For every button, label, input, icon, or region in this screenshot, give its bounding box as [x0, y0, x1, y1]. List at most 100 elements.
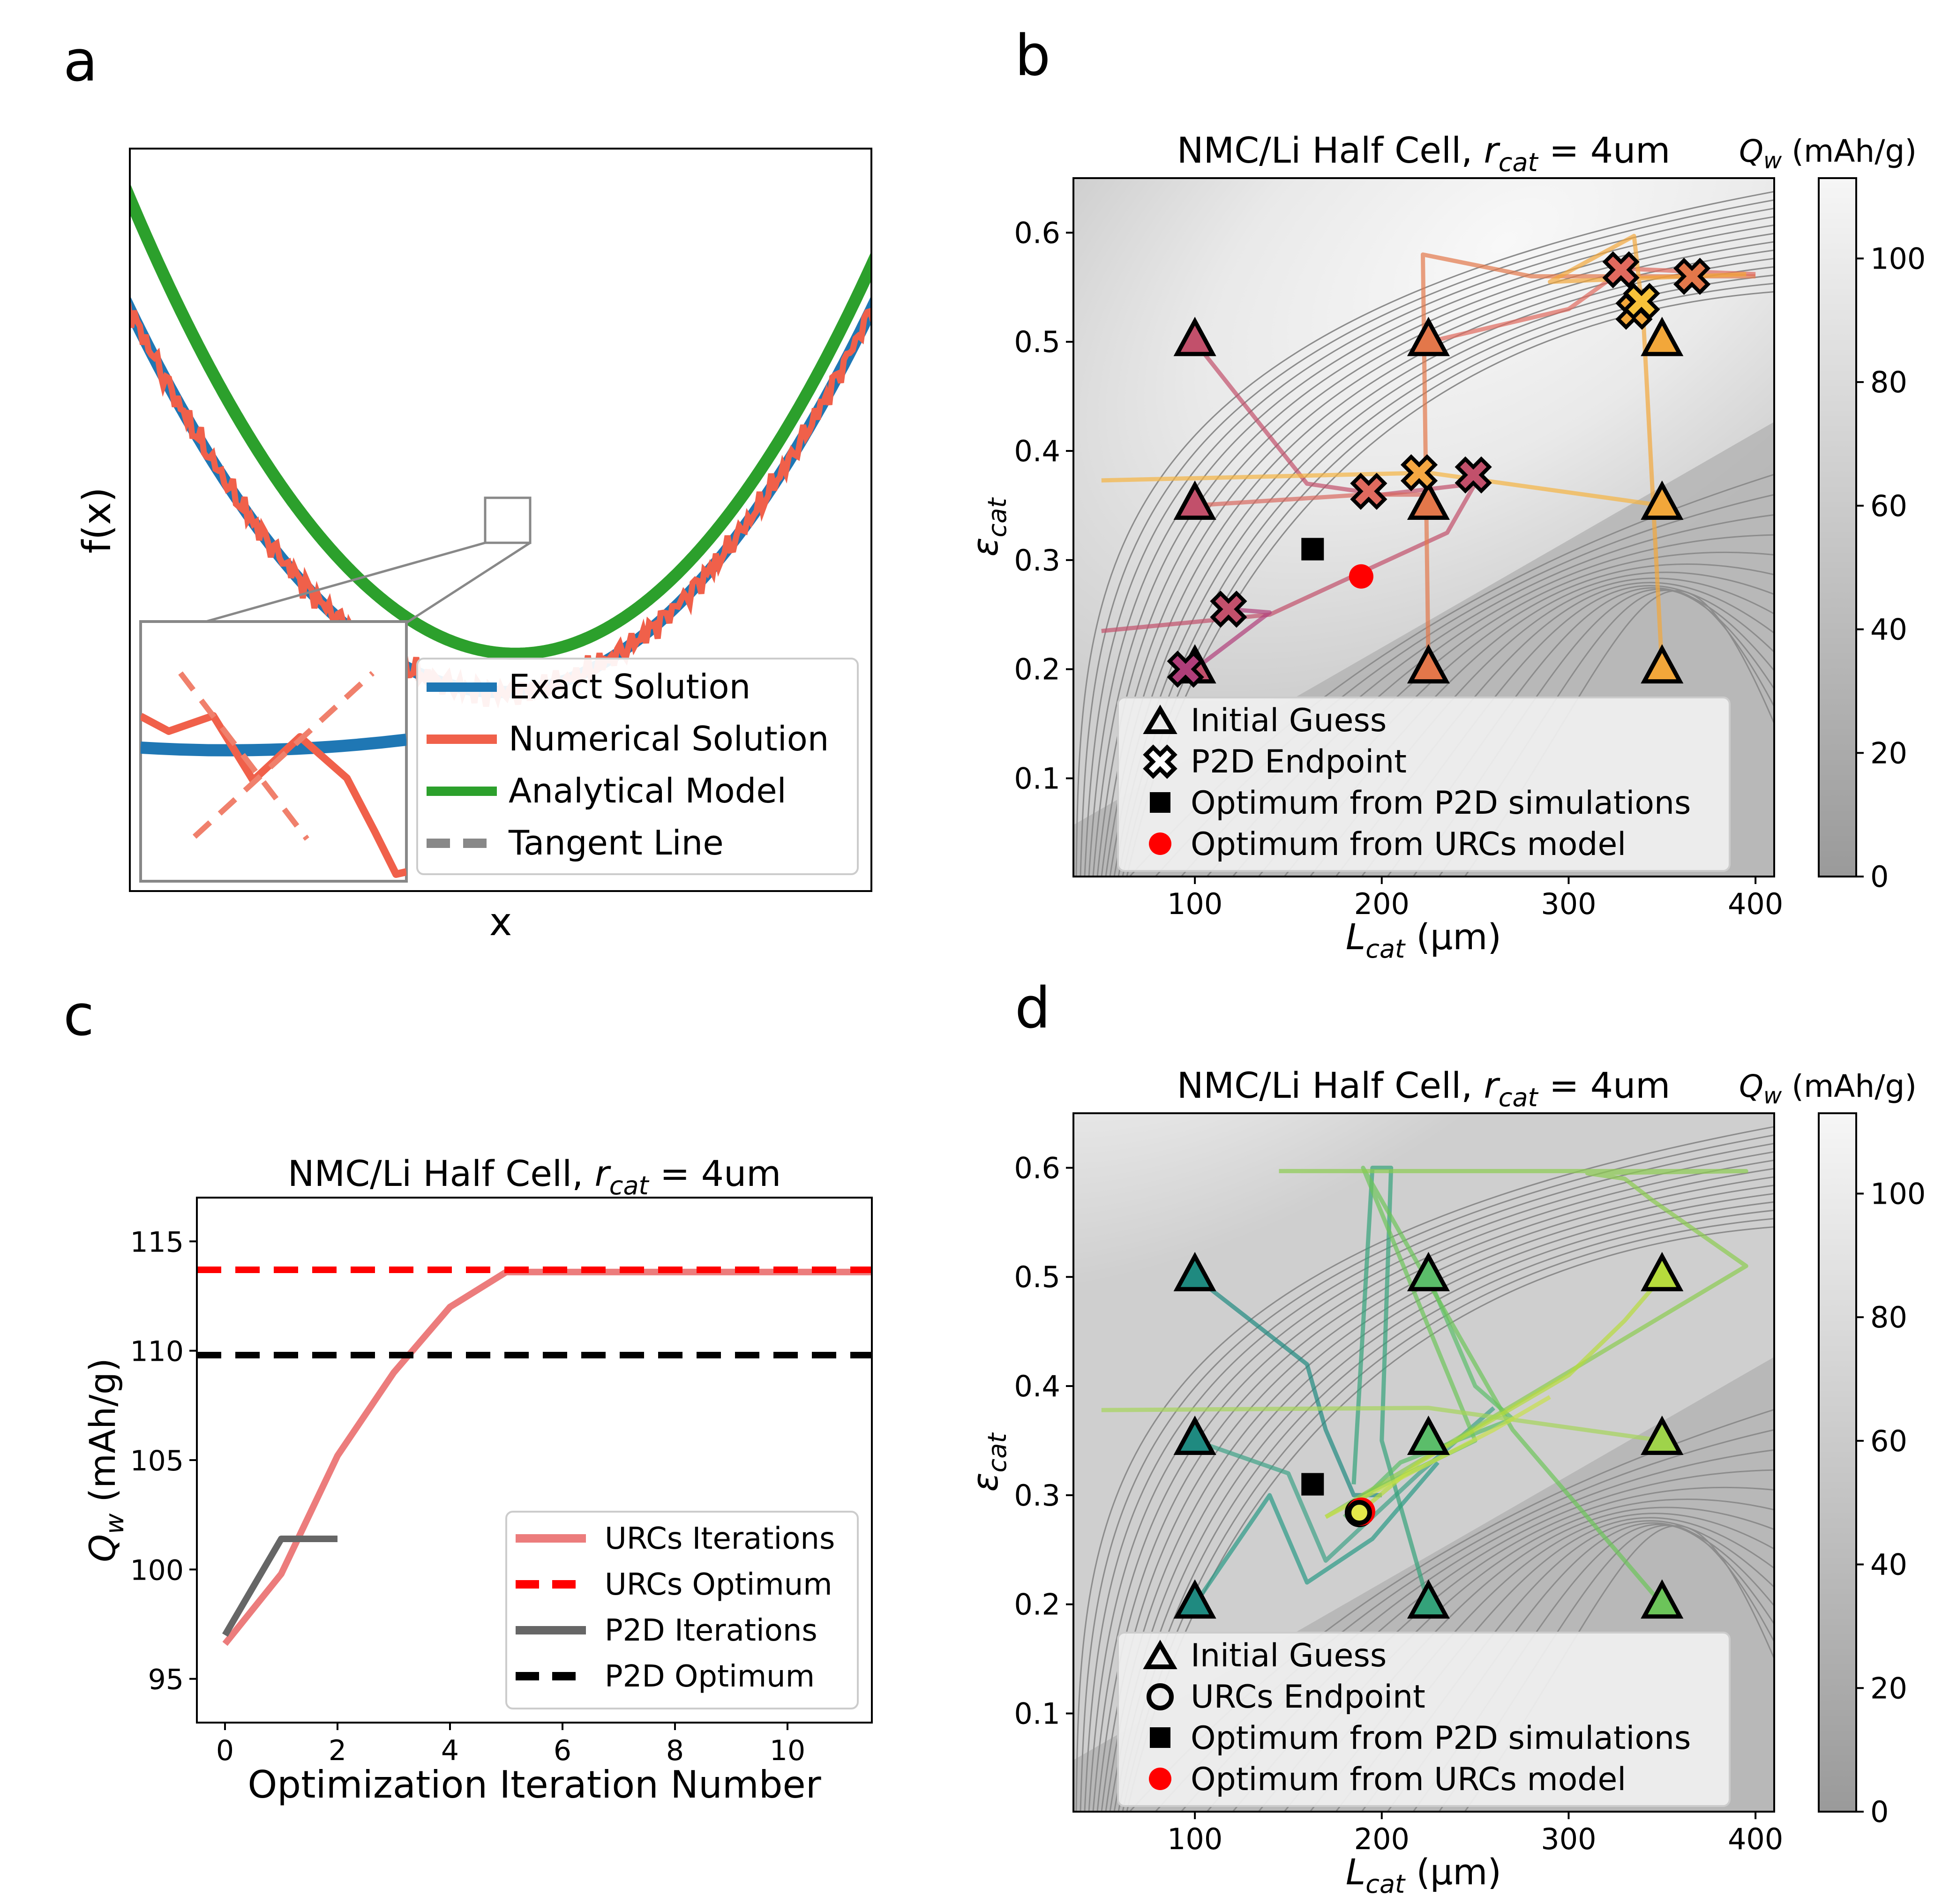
- contour-line: [1088, 1151, 1774, 1812]
- legend-initial-guess: Initial Guess: [1191, 702, 1387, 739]
- markers-b: [1167, 251, 1711, 688]
- legend-cross-icon: [1143, 744, 1177, 779]
- p2d-endpoint-marker: [1400, 454, 1438, 492]
- initial-guess-marker: [1407, 316, 1450, 356]
- x-tick-label: 10: [770, 1734, 805, 1767]
- markers-d: [1173, 1252, 1684, 1619]
- cross-shape: [1602, 251, 1640, 289]
- x-tick-label: 100: [1167, 887, 1222, 921]
- y-tick-label: 0.5: [1014, 1260, 1060, 1294]
- colorbar-tick-label: 100: [1870, 1177, 1926, 1211]
- panel-d-title: NMC/Li Half Cell, rcat = 4um: [1177, 1064, 1671, 1112]
- panel-b-legend: Initial Guess P2D Endpoint Optimum from …: [1117, 697, 1731, 872]
- cross-shape: [1455, 456, 1492, 494]
- colorbar-d-label: Qw (mAh/g): [1739, 1068, 1917, 1109]
- initial-guess-marker: [1173, 480, 1216, 520]
- colorbar-ticks-b: 0 20 40 60 80 100: [1856, 241, 1926, 894]
- panel-b-xlabel: Lcat (μm): [1346, 916, 1501, 964]
- panel-a-xlabel: x: [489, 900, 512, 945]
- cross-shape: [1673, 257, 1711, 295]
- colorbar-ticks-d: 0 20 40 60 80 100: [1856, 1177, 1926, 1829]
- panel-a-legend: Exact Solution Numerical Solution Analyt…: [416, 658, 859, 875]
- y-tick-label: 0.6: [1014, 1151, 1060, 1185]
- x-tick-label: 0: [216, 1734, 234, 1767]
- panel-c-chart: 0 2 4 6 8 10 95 100 105 110 115 NMC/Li Half Cell, …: [82, 1153, 873, 1807]
- initial-guess-marker: [1407, 644, 1450, 684]
- cross-shape: [1167, 651, 1204, 688]
- optimization-path: [1101, 1406, 1663, 1443]
- panel-b-ylabel: εcat: [964, 497, 1012, 557]
- inset-tangent-line-2: [192, 671, 375, 839]
- contour-line: [1080, 199, 1774, 877]
- initial-guess-marker: [1407, 480, 1450, 520]
- x-tick-label: 200: [1354, 1822, 1410, 1856]
- x-tick-label: 200: [1354, 887, 1410, 921]
- colorbar-tick-label: 80: [1870, 365, 1907, 399]
- legend-red-dot-icon: [1149, 1768, 1171, 1790]
- optimum-urcs-marker: [1349, 564, 1373, 589]
- initial-guess-marker: [1641, 1416, 1684, 1455]
- y-tick-label: 0.3: [1014, 1478, 1060, 1513]
- x-tick-label: 300: [1541, 887, 1596, 921]
- legend-optimum-urcs: Optimum from URCs model: [1191, 1761, 1626, 1798]
- y-tick-label: 0.2: [1014, 652, 1060, 687]
- panel-d-xlabel: Lcat (μm): [1346, 1851, 1501, 1899]
- initial-guess-marker: [1173, 1579, 1216, 1619]
- panel-b-title: NMC/Li Half Cell, rcat = 4um: [1177, 129, 1671, 177]
- legend-urcs-iterations: URCs Iterations: [605, 1522, 835, 1556]
- legend-triangle-icon: [1143, 705, 1177, 734]
- p2d-endpoint-marker: [1673, 257, 1711, 295]
- optimization-paths-d: [1101, 1165, 1748, 1606]
- contour-line: [1075, 191, 1774, 877]
- p2d-endpoint-marker: [1210, 591, 1247, 628]
- y-tick-label: 115: [130, 1226, 184, 1259]
- urcs-endpoint-marker-top: [1346, 1500, 1372, 1526]
- legend-optimum-p2d: Optimum from P2D simulations: [1191, 785, 1691, 822]
- legend-p2d-optimum: P2D Optimum: [605, 1659, 815, 1694]
- legend-optimum-urcs: Optimum from URCs model: [1191, 826, 1626, 863]
- y-tick-label: 0.4: [1014, 1369, 1060, 1403]
- p2d-endpoint-marker: [1350, 472, 1387, 510]
- colorbar-tick-label: 40: [1870, 1548, 1907, 1582]
- optimum-p2d-marker: [1301, 1473, 1324, 1496]
- optimization-path: [1279, 1169, 1748, 1519]
- colorbar-tick-label: 20: [1870, 736, 1907, 770]
- y-tick-label: 0.6: [1014, 216, 1060, 250]
- contour-line: [1092, 1159, 1774, 1812]
- legend-square-icon: [1150, 792, 1170, 813]
- x-tick-label: 300: [1541, 1822, 1596, 1856]
- optimization-path: [1351, 1165, 1431, 1605]
- legend-initial-guess: Initial Guess: [1191, 1637, 1387, 1674]
- colorbar-b-label: Qw (mAh/g): [1739, 133, 1917, 174]
- initial-guess-marker: [1407, 1416, 1450, 1455]
- y-tick-label: 100: [130, 1554, 184, 1587]
- panel-label-c: c: [63, 983, 94, 1049]
- inset-exact-solution: [141, 734, 406, 757]
- zoom-connector-left: [202, 541, 486, 624]
- contour-line: [1080, 1134, 1774, 1812]
- x-tick-label: 400: [1728, 1822, 1783, 1856]
- legend-square-icon: [1150, 1727, 1170, 1748]
- colorbar-tick-label: 0: [1870, 860, 1889, 894]
- y-tick-label: 95: [148, 1664, 184, 1696]
- initial-guess-marker: [1641, 644, 1684, 684]
- x-tick-label: 8: [666, 1734, 684, 1767]
- legend-p2d-iterations: P2D Iterations: [605, 1613, 817, 1648]
- y-tick-label: 0.5: [1014, 325, 1060, 359]
- zoom-connector-right: [406, 541, 531, 624]
- iteration-line: [222, 1536, 337, 1637]
- legend-analytical-model: Analytical Model: [509, 771, 787, 810]
- contour-line: [1084, 208, 1774, 877]
- initial-guess-marker: [1173, 1252, 1216, 1291]
- legend-p2d-endpoint: P2D Endpoint: [1191, 743, 1407, 780]
- colorbar-tick-label: 60: [1870, 1424, 1907, 1458]
- legend-numerical-solution: Numerical Solution: [509, 719, 829, 758]
- colorbar-tick-label: 40: [1870, 613, 1907, 647]
- panel-a-ylabel: f(x): [75, 487, 120, 553]
- initial-guess-marker: [1641, 316, 1684, 356]
- cross-shape: [1210, 591, 1247, 628]
- panel-c-legend: URCs Iterations URCs Optimum P2D Iterati…: [505, 1511, 859, 1709]
- series-c: [197, 1267, 872, 1646]
- contour-line: [1075, 1126, 1774, 1812]
